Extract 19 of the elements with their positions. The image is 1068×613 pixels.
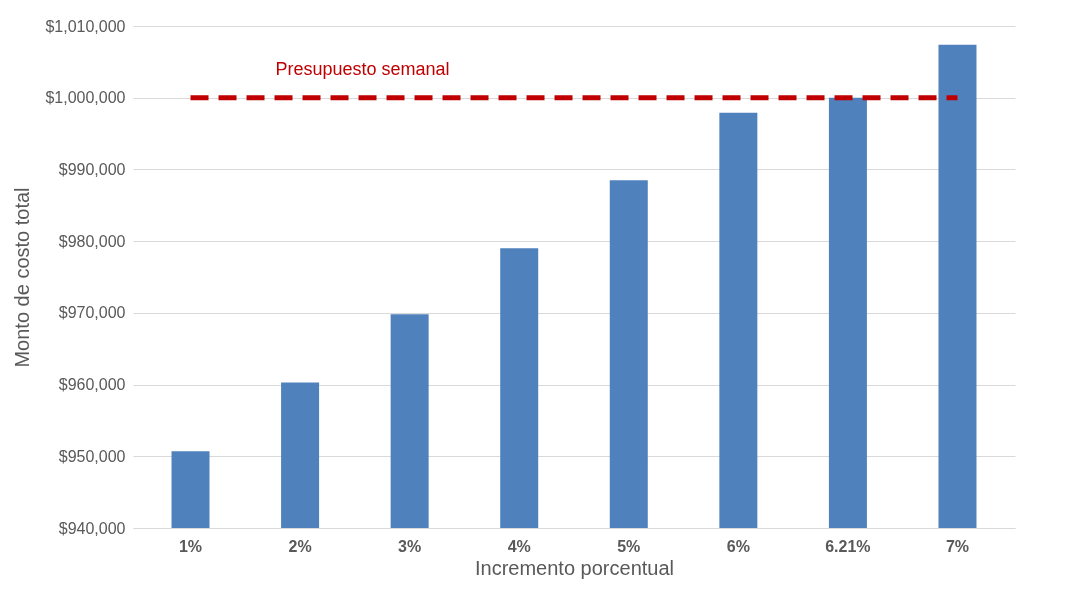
y-tick-label: $980,000 <box>58 232 126 250</box>
y-tick-label: $960,000 <box>58 376 126 394</box>
x-tick-label: 2% <box>288 537 312 555</box>
ref-line-label: Presupuesto semanal <box>275 58 450 79</box>
y-tick-label: $940,000 <box>58 519 126 537</box>
x-tick-label: 3% <box>398 537 422 555</box>
x-tick-label: 7% <box>945 537 970 555</box>
x-tick-label: 6% <box>726 537 750 555</box>
y-axis-title: Monto de costo total <box>11 187 34 368</box>
x-tick-label: 1% <box>178 537 203 555</box>
y-tick-label: $990,000 <box>58 160 126 178</box>
y-tick-label: $970,000 <box>58 304 126 322</box>
x-tick-label: 4% <box>507 537 531 555</box>
y-tick-label: $950,000 <box>58 447 126 465</box>
y-tick-label: $1,000,000 <box>45 89 126 107</box>
x-tick-label: 5% <box>617 537 641 555</box>
x-tick-label: 6.21% <box>825 537 871 555</box>
y-tick-label: $1,010,000 <box>45 17 126 35</box>
x-axis-title: Incremento porcentual <box>474 556 675 579</box>
